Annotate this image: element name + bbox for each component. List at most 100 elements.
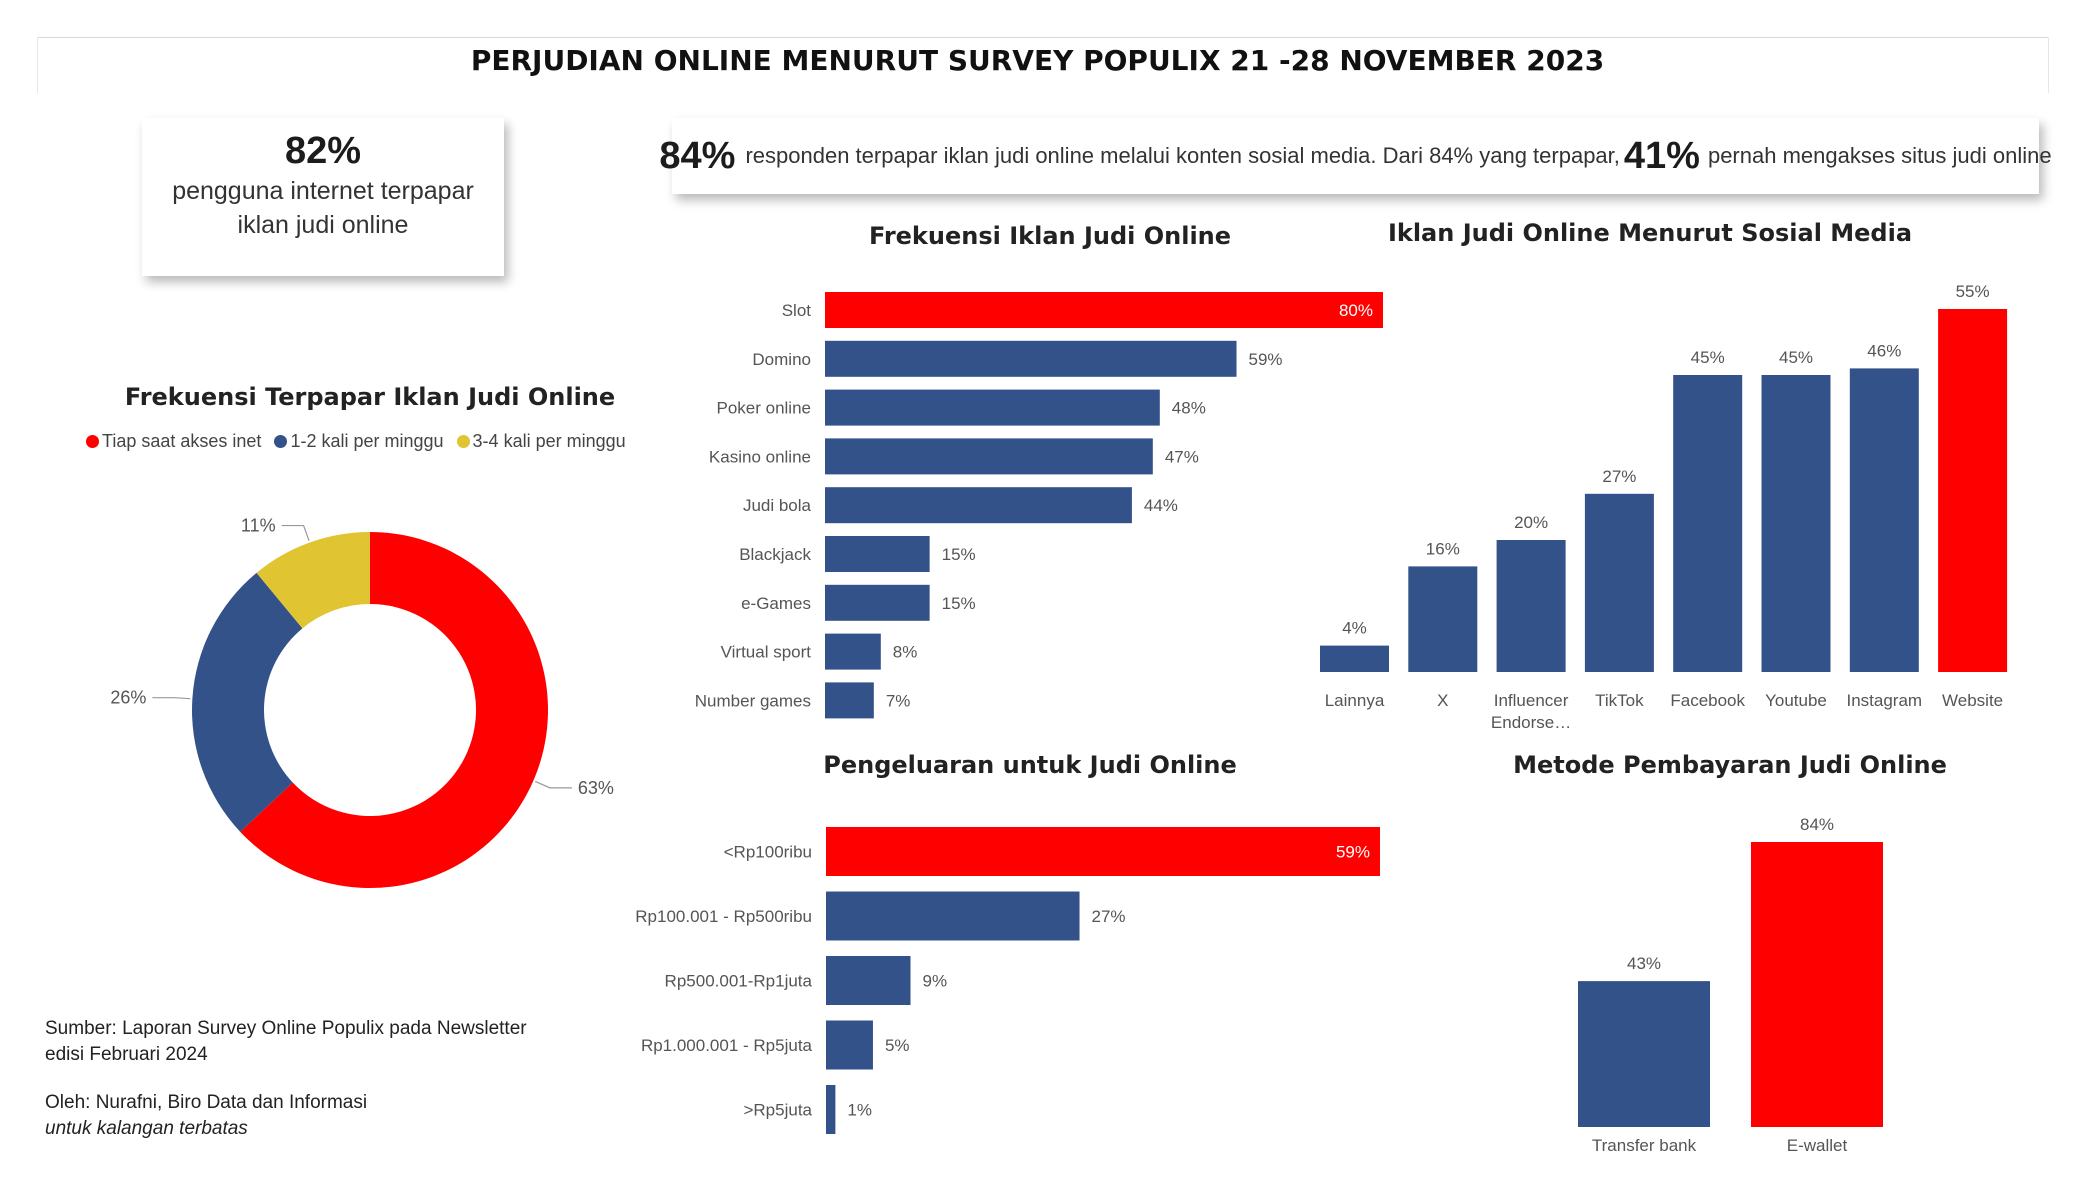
category-label-3: Kasino online bbox=[709, 447, 811, 466]
category-label-6: Instagram bbox=[1847, 691, 1923, 710]
bar-1 bbox=[1408, 566, 1478, 672]
category-label-3: Rp1.000.001 - Rp5juta bbox=[641, 1036, 813, 1055]
sosmed-chart-title: Iklan Judi Online Menurut Sosial Media bbox=[1387, 219, 1913, 247]
donut-chart: 63% 26% 11% bbox=[110, 516, 614, 888]
legend-dot-blue bbox=[274, 435, 288, 448]
bar-2 bbox=[825, 389, 1160, 426]
bar-0 bbox=[826, 827, 1380, 876]
stat-card-internet-users: 82% pengguna internet terpapar iklan jud… bbox=[142, 118, 504, 276]
frekuensi-chart: Slot 80% Domino 59% Poker online 48% Kasino on… bbox=[695, 292, 1383, 719]
stat-percent-84: 84% bbox=[659, 134, 736, 177]
pengeluaran-chart: <Rp100ribu 59% Rp100.001 - Rp500ribu 27% Rp5… bbox=[635, 827, 1380, 1134]
data-label-2: 48% bbox=[1172, 399, 1206, 418]
sosmed-chart: 4% Lainnya 16% X 20% Influencer Endorse… 27% Tik… bbox=[1320, 282, 2008, 732]
data-label-7: 55% bbox=[1956, 282, 1990, 301]
donut-leader-2 bbox=[281, 524, 310, 541]
legend-item-1: 1-2 kali per minggu bbox=[274, 431, 444, 452]
restricted-note: untuk kalangan terbatas bbox=[45, 1118, 248, 1139]
data-label-1: 84% bbox=[1800, 815, 1834, 834]
bar-2 bbox=[1496, 540, 1566, 672]
stat-percent: 82% bbox=[284, 130, 362, 172]
bar-6 bbox=[1849, 368, 1919, 672]
bar-1 bbox=[1751, 842, 1883, 1127]
data-label-1: 16% bbox=[1426, 539, 1460, 558]
data-label-4: 44% bbox=[1144, 496, 1178, 515]
data-label-2: 9% bbox=[923, 972, 948, 991]
bar-0 bbox=[1578, 981, 1710, 1127]
frekuensi-chart-title: Frekuensi Iklan Judi Online bbox=[868, 222, 1232, 250]
data-label-6: 46% bbox=[1867, 341, 1901, 360]
bar-2 bbox=[826, 956, 911, 1005]
category-label-4: >Rp5juta bbox=[743, 1101, 812, 1120]
bar-3 bbox=[826, 1020, 873, 1070]
legend-item-0: Tiap saat akses inet bbox=[86, 431, 261, 452]
category-label-0: Transfer bank bbox=[1592, 1136, 1697, 1155]
bar-3 bbox=[825, 438, 1153, 475]
bar-6 bbox=[825, 584, 930, 621]
stat-card-social-media: 84% responden terpapar iklan judi online… bbox=[659, 118, 2052, 194]
category-label-1: E-wallet bbox=[1787, 1136, 1848, 1155]
bar-5 bbox=[825, 536, 930, 572]
category-label-8: Number games bbox=[695, 691, 811, 710]
donut-slice-2 bbox=[256, 532, 370, 629]
data-label-3: 5% bbox=[885, 1036, 910, 1055]
category-label-2: Poker online bbox=[716, 399, 811, 418]
data-label-3: 27% bbox=[1602, 467, 1636, 486]
bar-0 bbox=[1320, 645, 1389, 672]
category-label-0: Slot bbox=[782, 301, 812, 320]
donut-slice-0 bbox=[240, 532, 548, 888]
title-frame bbox=[37, 37, 2049, 38]
category-label-0: <Rp100ribu bbox=[724, 843, 812, 862]
legend-item-2: 3-4 kali per minggu bbox=[456, 431, 626, 452]
category-label-4: Judi bola bbox=[743, 496, 812, 515]
legend-dot-yellow bbox=[456, 435, 470, 448]
donut-leader-0 bbox=[534, 780, 572, 789]
stat-text-2: pernah mengakses situs judi online bbox=[1707, 143, 2052, 168]
category-label-5: Youtube bbox=[1765, 691, 1827, 710]
category-label-3: TikTok bbox=[1595, 691, 1644, 710]
donut-chart-title: Frekuensi Terpapar Iklan Judi Online bbox=[124, 383, 616, 411]
bar-4 bbox=[825, 487, 1132, 524]
data-label-0: 80% bbox=[1339, 301, 1373, 320]
data-label-0: 43% bbox=[1627, 954, 1661, 973]
author-line: Oleh: Nurafni, Biro Data dan Informasi bbox=[45, 1092, 368, 1113]
data-label-0: 4% bbox=[1342, 619, 1367, 638]
data-label-2: 20% bbox=[1514, 513, 1548, 532]
category-label-7: Website bbox=[1942, 691, 2003, 710]
bar-7 bbox=[1938, 309, 2008, 672]
bar-1 bbox=[825, 340, 1237, 377]
legend-dot-red bbox=[86, 435, 99, 448]
bar-4 bbox=[826, 1085, 836, 1134]
donut-label-1: 26% bbox=[110, 688, 146, 708]
category-label-2: Rp500.001-Rp1juta bbox=[665, 972, 813, 991]
bar-3 bbox=[1584, 493, 1654, 672]
data-label-4: 1% bbox=[847, 1101, 872, 1120]
legend-label-2: 3-4 kali per minggu bbox=[472, 431, 626, 451]
category-label-0: Lainnya bbox=[1325, 691, 1385, 710]
data-label-5: 45% bbox=[1779, 348, 1813, 367]
stat-text-1: responden terpapar iklan judi online mel… bbox=[745, 143, 1620, 168]
bar-5 bbox=[1761, 375, 1831, 672]
author-note: Oleh: Nurafni, Biro Data dan Informasi u… bbox=[45, 1090, 367, 1142]
donut-legend: Tiap saat akses inet 1-2 kali per minggu… bbox=[86, 431, 634, 452]
category-label-1: Domino bbox=[752, 350, 811, 369]
stat-percent-41: 41% bbox=[1623, 134, 1700, 177]
donut-label-0: 63% bbox=[578, 778, 614, 798]
data-label-7: 8% bbox=[893, 643, 918, 662]
pengeluaran-chart-title: Pengeluaran untuk Judi Online bbox=[823, 751, 1237, 779]
stat-text-line1: pengguna internet terpapar bbox=[172, 177, 474, 205]
donut-slice-1 bbox=[192, 572, 303, 832]
data-label-1: 59% bbox=[1249, 350, 1283, 369]
bar-1 bbox=[826, 891, 1080, 941]
data-label-1: 27% bbox=[1092, 907, 1126, 926]
source-line-2: edisi Februari 2024 bbox=[45, 1044, 208, 1065]
category-label-5: Blackjack bbox=[739, 545, 811, 564]
category-label-4: Facebook bbox=[1670, 691, 1745, 710]
category-label-2: Influencer bbox=[1494, 691, 1569, 710]
data-label-3: 47% bbox=[1165, 447, 1199, 466]
bar-4 bbox=[1673, 375, 1743, 672]
bar-0 bbox=[825, 292, 1383, 328]
title-frame-right bbox=[2048, 37, 2049, 93]
bar-7 bbox=[825, 633, 881, 670]
data-label-0: 59% bbox=[1336, 843, 1370, 862]
